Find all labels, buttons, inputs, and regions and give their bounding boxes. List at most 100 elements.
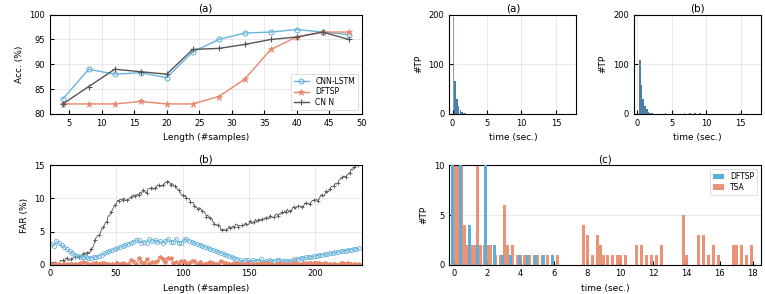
Bar [542, 255, 545, 265]
Bar [551, 255, 554, 265]
Bar [501, 255, 504, 265]
Bar [650, 255, 653, 265]
Bar [493, 245, 496, 265]
Bar [460, 110, 461, 114]
Bar [456, 98, 457, 114]
Bar [522, 255, 526, 265]
Bar [619, 255, 622, 265]
Bar [534, 255, 537, 265]
Bar [528, 255, 531, 265]
Bar [656, 255, 659, 265]
Bar [457, 106, 460, 114]
X-axis label: time (sec.): time (sec.) [581, 284, 630, 293]
Legend: CNN-LSTM, DFTSP, CN N: CNN-LSTM, DFTSP, CN N [291, 74, 358, 110]
Bar [660, 245, 663, 265]
Bar [761, 113, 763, 114]
Bar [536, 255, 539, 265]
X-axis label: Length (#samples): Length (#samples) [163, 284, 249, 293]
Bar [551, 255, 554, 265]
Bar [740, 245, 743, 265]
Bar [463, 225, 466, 265]
Legend: DFTSP, TSA: DFTSP, TSA [710, 169, 757, 195]
Bar [750, 245, 753, 265]
Bar [483, 245, 486, 265]
Bar [486, 245, 489, 265]
Bar [463, 113, 464, 114]
Bar [712, 245, 715, 265]
Bar [506, 245, 509, 265]
Bar [453, 166, 456, 265]
Bar [503, 205, 506, 265]
Bar [644, 106, 646, 114]
Title: (b): (b) [690, 4, 705, 14]
Bar [532, 255, 536, 265]
Bar [739, 113, 741, 114]
Bar [453, 17, 454, 114]
X-axis label: time (sec.): time (sec.) [673, 133, 722, 142]
Bar [641, 85, 643, 114]
Bar [591, 255, 594, 265]
Bar [643, 98, 644, 114]
Bar [651, 113, 653, 114]
Bar [516, 255, 519, 265]
Bar [624, 255, 627, 265]
Bar [689, 113, 691, 114]
Bar [649, 113, 651, 114]
Bar [717, 255, 720, 265]
Bar [702, 235, 705, 265]
Bar [685, 255, 689, 265]
Bar [460, 166, 462, 265]
X-axis label: Length (#samples): Length (#samples) [163, 133, 249, 142]
Bar [484, 166, 487, 265]
Y-axis label: Acc. (%): Acc. (%) [15, 46, 24, 83]
Bar [699, 113, 701, 114]
Y-axis label: #TP: #TP [419, 206, 428, 224]
Bar [684, 113, 685, 114]
Bar [610, 255, 614, 265]
Bar [511, 245, 514, 265]
Bar [509, 255, 513, 265]
Bar [473, 245, 476, 265]
Bar [461, 112, 463, 114]
Bar [745, 255, 748, 265]
Bar [694, 113, 695, 114]
Bar [596, 235, 599, 265]
Bar [648, 111, 649, 114]
Bar [682, 215, 685, 265]
Bar [500, 255, 503, 265]
Bar [606, 255, 609, 265]
Bar [466, 245, 469, 265]
Bar [646, 255, 649, 265]
Bar [732, 245, 734, 265]
Bar [454, 81, 456, 114]
Bar [636, 245, 639, 265]
Bar [599, 245, 602, 265]
Bar [517, 255, 520, 265]
Bar [541, 255, 544, 265]
Bar [470, 245, 473, 265]
Bar [467, 225, 470, 265]
Bar [464, 113, 467, 114]
Bar [556, 255, 558, 265]
Bar [616, 255, 619, 265]
Y-axis label: FAR (%): FAR (%) [20, 198, 29, 233]
Bar [451, 166, 454, 265]
Bar [640, 245, 643, 265]
Bar [735, 245, 738, 265]
Bar [582, 225, 585, 265]
Bar [653, 113, 654, 114]
Bar [494, 255, 497, 265]
Bar [460, 166, 463, 265]
Y-axis label: #TP: #TP [599, 55, 607, 74]
Title: (a): (a) [199, 4, 213, 14]
Bar [697, 235, 700, 265]
Bar [639, 61, 640, 114]
Bar [456, 166, 459, 265]
Bar [480, 245, 483, 265]
Bar [602, 255, 605, 265]
Bar [665, 113, 666, 114]
Bar [646, 109, 647, 114]
Title: (c): (c) [598, 155, 612, 165]
Y-axis label: #TP: #TP [414, 55, 423, 74]
Title: (a): (a) [506, 4, 520, 14]
